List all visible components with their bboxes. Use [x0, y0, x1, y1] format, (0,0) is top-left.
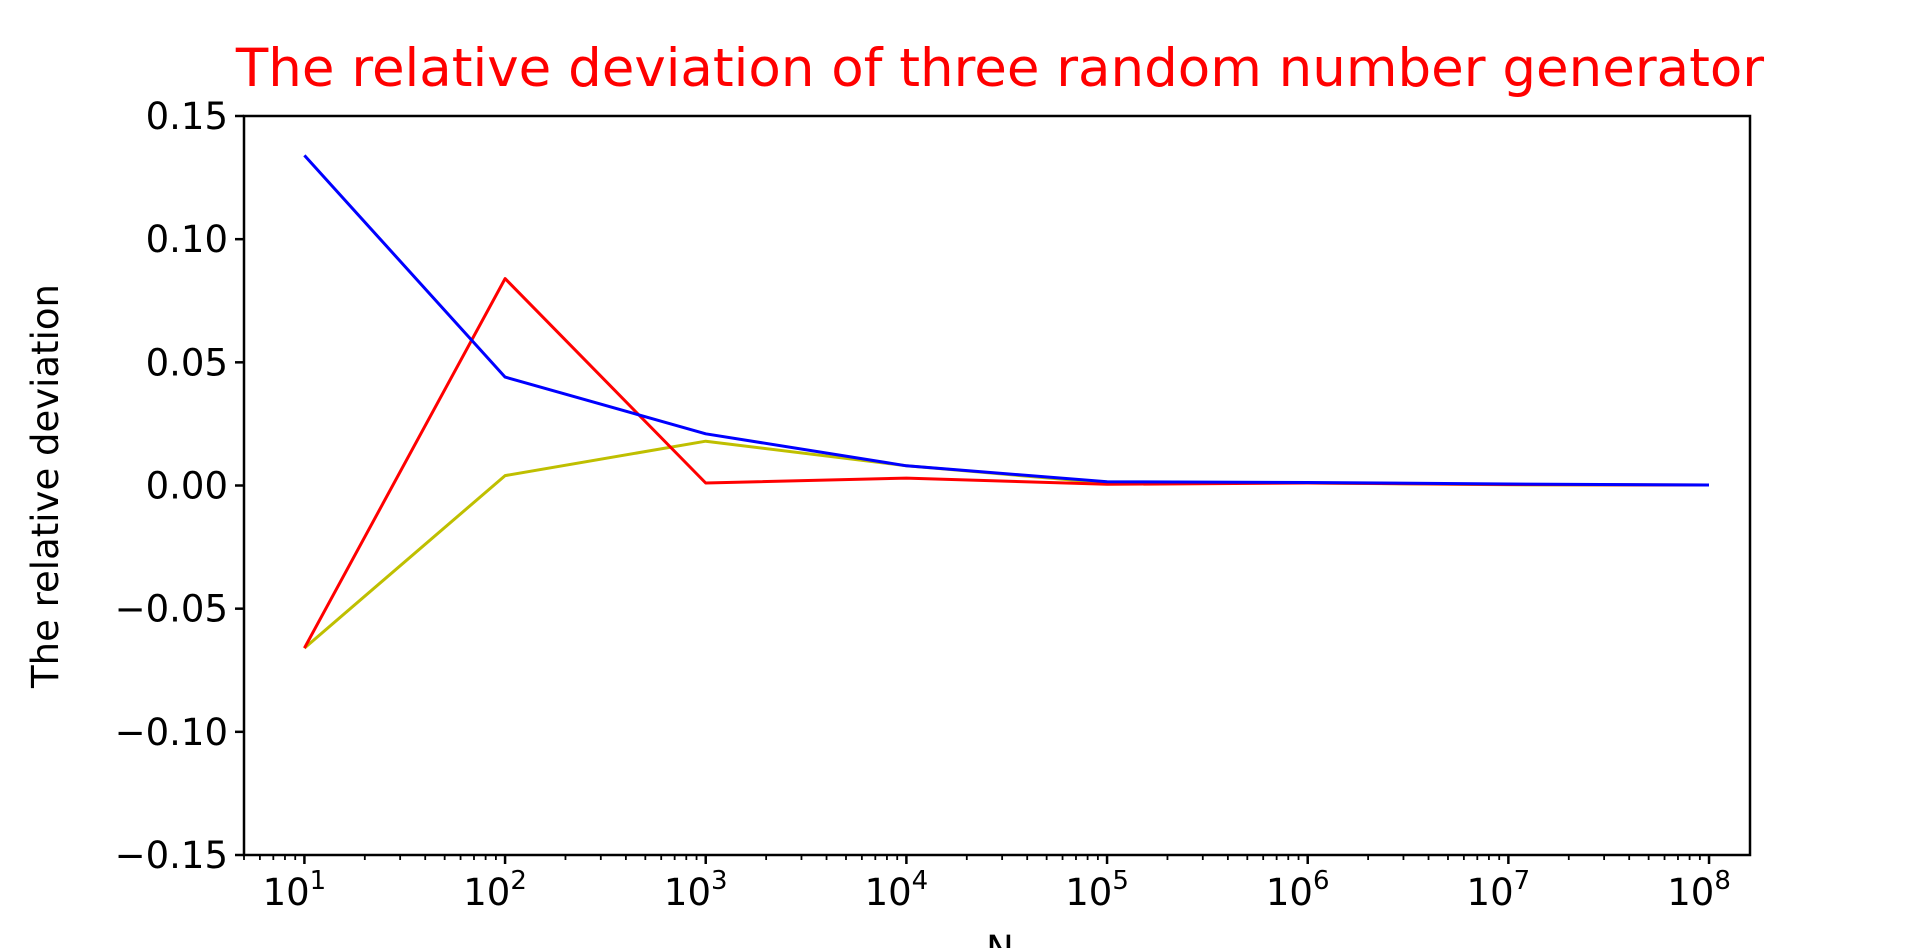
series-line-1	[303, 439, 1710, 650]
y-tick-label: 0.00	[146, 465, 228, 508]
y-tick-label: −0.15	[115, 834, 228, 877]
x-tick-label: 102	[463, 866, 527, 914]
y-axis-label: The relative deviation	[24, 284, 67, 689]
x-axis-label: N	[986, 928, 1014, 948]
y-tick-label: 0.05	[146, 341, 228, 384]
y-tick-label: 0.10	[146, 218, 228, 261]
y-tick-label: 0.15	[146, 95, 228, 138]
series-line-2	[303, 277, 1710, 649]
plot-area: −0.15 −0.10 −0.05 0.00 0.05 0.10 0.15 101 102 103…	[115, 95, 1752, 914]
series-line-3	[303, 154, 1710, 487]
x-tick-label: 101	[263, 866, 327, 914]
x-tick-label: 108	[1667, 866, 1731, 914]
y-tick-label: −0.10	[115, 711, 228, 754]
x-tick-label: 104	[865, 866, 929, 914]
chart-title: The relative deviation of three random n…	[235, 38, 1764, 99]
x-tick-label: 106	[1266, 866, 1330, 914]
x-tick-label: 105	[1065, 866, 1129, 914]
x-tick-label: 107	[1467, 866, 1531, 914]
x-tick-label: 103	[664, 866, 728, 914]
y-tick-label: −0.05	[115, 588, 228, 631]
